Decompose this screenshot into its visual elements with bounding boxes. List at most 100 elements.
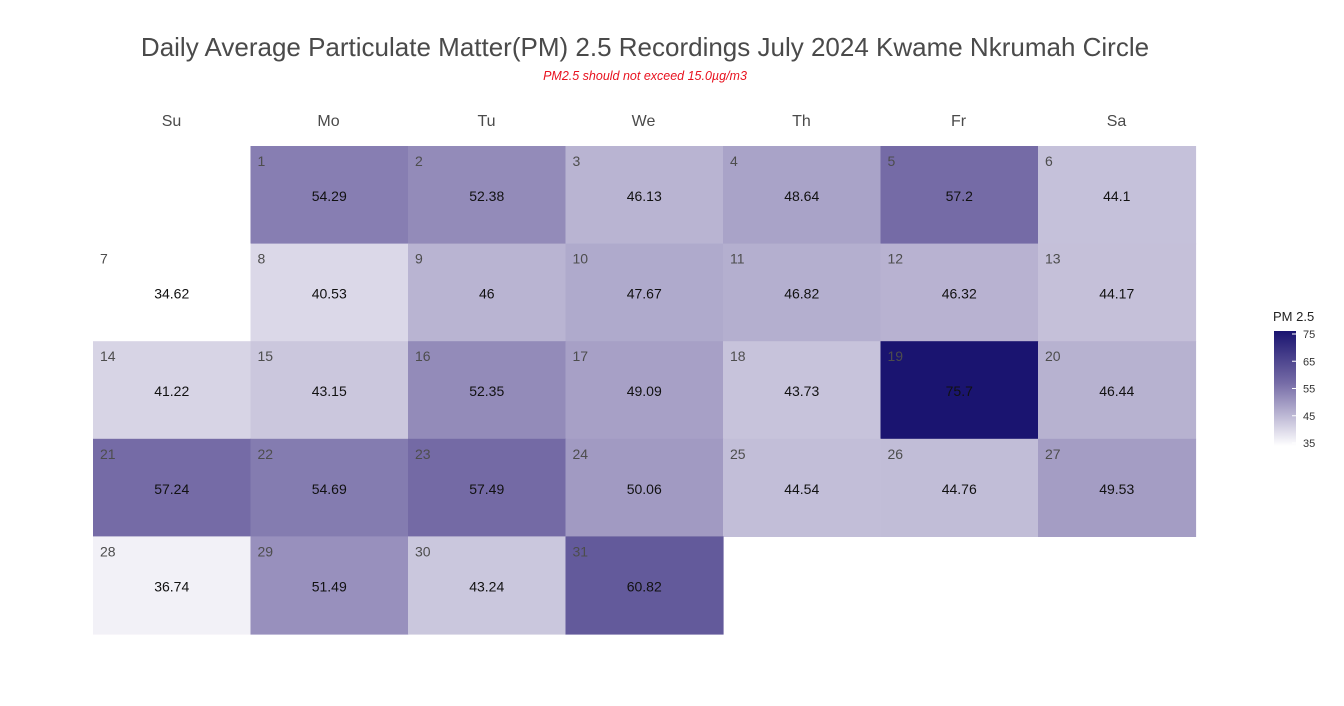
day-number-28: 28 [100,543,116,559]
day-value-1: 54.29 [312,188,347,204]
day-cell-11 [723,243,882,342]
day-number-11: 11 [730,251,745,267]
day-cell-1 [250,146,409,245]
day-number-14: 14 [100,348,116,364]
day-number-7: 7 [100,251,108,267]
day-value-6: 44.1 [1103,188,1130,204]
day-value-27: 49.53 [1099,481,1134,497]
colorbar-bar [1274,331,1296,446]
day-cell-9 [408,243,567,342]
day-cell-19 [880,341,1039,440]
colorbar-tick-label-75: 75 [1303,329,1315,341]
weekday-label-sunday: Su [161,113,182,130]
day-value-30: 43.24 [469,578,504,594]
day-cell-12 [880,243,1039,342]
day-number-27: 27 [1045,446,1061,462]
day-value-18: 43.73 [784,383,819,399]
day-cell-3 [565,146,724,245]
day-number-19: 19 [888,348,904,364]
colorbar-title: PM 2.5 [1273,309,1315,324]
day-number-24: 24 [573,446,589,462]
day-cell-16 [408,341,567,440]
day-number-4: 4 [730,153,738,169]
day-number-2: 2 [415,153,423,169]
day-number-3: 3 [573,153,581,169]
colorbar-tick-label-45: 45 [1303,411,1315,423]
day-value-29: 51.49 [312,578,347,594]
day-value-2: 52.38 [469,188,504,204]
day-value-8: 40.53 [312,286,347,302]
day-number-31: 31 [573,543,589,559]
day-value-7: 34.62 [154,286,189,302]
day-cell-21 [93,438,252,537]
colorbar-legend: 35 45 55 65 75 [1274,329,1315,450]
day-value-10: 47.67 [627,286,662,302]
day-cell-20 [1038,341,1197,440]
weekday-label-wednesday: We [631,113,656,130]
day-value-9: 46 [479,286,495,302]
day-number-13: 13 [1045,251,1061,267]
day-cell-17 [565,341,724,440]
chart-title: Daily Average Particulate Matter(PM) 2.5… [140,32,1150,62]
day-cell-13 [1038,243,1197,342]
day-cell-8 [250,243,409,342]
day-number-1: 1 [258,153,266,169]
weekday-label-friday: Fr [950,113,967,130]
day-value-26: 44.76 [942,481,977,497]
day-value-28: 36.74 [154,578,189,594]
day-cell-24 [565,438,724,537]
day-cell-29 [250,536,409,635]
day-number-18: 18 [730,348,746,364]
day-cell-15 [250,341,409,440]
day-cell-23 [408,438,567,537]
day-number-6: 6 [1045,153,1053,169]
day-number-15: 15 [258,348,274,364]
weekday-label-thursday: Th [792,113,811,130]
day-cell-31 [565,536,724,635]
day-number-12: 12 [888,251,904,267]
day-value-19: 75.7 [946,383,973,399]
day-number-21: 21 [100,446,116,462]
day-number-26: 26 [888,446,904,462]
weekday-label-tuesday: Tu [477,113,496,130]
day-cell-22 [250,438,409,537]
day-cell-10 [565,243,724,342]
colorbar-tick-label-65: 65 [1303,356,1315,368]
day-number-20: 20 [1045,348,1061,364]
day-value-15: 43.15 [312,383,347,399]
day-value-11: 46.82 [784,286,819,302]
colorbar-tick-label-35: 35 [1303,438,1315,450]
day-cell-26 [880,438,1039,537]
day-number-5: 5 [888,153,896,169]
day-cell-18 [723,341,882,440]
day-value-24: 50.06 [627,481,662,497]
day-value-22: 54.69 [312,481,347,497]
day-value-23: 57.49 [469,481,504,497]
day-cell-14 [93,341,252,440]
day-cell-4 [723,146,882,245]
day-value-5: 57.2 [946,188,973,204]
weekday-label-monday: Mo [317,113,340,130]
day-value-13: 44.17 [1099,286,1134,302]
day-cell-25 [723,438,882,537]
weekday-label-saturday: Sa [1106,113,1127,130]
day-cell-7 [93,243,252,342]
day-value-17: 49.09 [627,383,662,399]
day-cell-2 [408,146,567,245]
day-number-22: 22 [258,446,274,462]
day-value-12: 46.32 [942,286,977,302]
day-number-29: 29 [258,543,274,559]
chart-subtitle: PM2.5 should not exceed 15.0µg/m3 [543,69,747,83]
day-number-25: 25 [730,446,746,462]
day-cell-28 [93,536,252,635]
day-number-30: 30 [415,543,431,559]
day-value-4: 48.64 [784,188,819,204]
day-number-23: 23 [415,446,431,462]
day-cell-6 [1038,146,1197,245]
day-number-10: 10 [573,251,589,267]
day-value-31: 60.82 [627,578,662,594]
calendar-cells: 154.29252.38346.13448.64557.2644.1734.62… [93,146,1197,635]
day-cell-27 [1038,438,1197,537]
day-value-25: 44.54 [784,481,819,497]
